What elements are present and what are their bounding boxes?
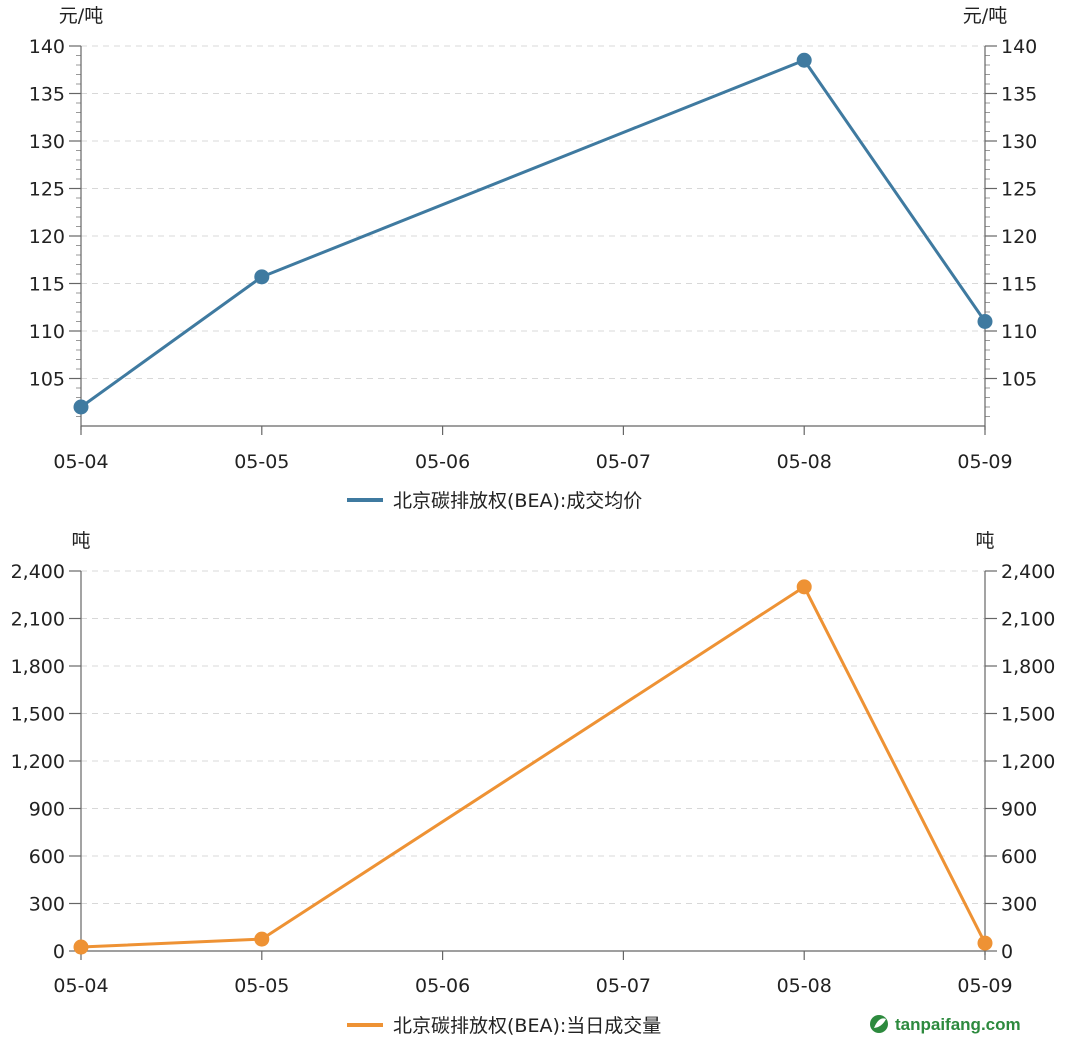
data-point[interactable] — [977, 314, 993, 329]
y-tick-label-right: 2,100 — [1001, 609, 1055, 631]
y-tick-label-right: 0 — [1001, 941, 1013, 963]
y-tick-label-left: 1,200 — [11, 751, 65, 773]
y-tick-label-right: 130 — [1001, 131, 1037, 153]
y-tick-label-left: 120 — [29, 226, 65, 248]
x-tick-label: 05-04 — [53, 451, 108, 473]
legend-label[interactable]: 北京碳排放权(BEA):成交均价 — [393, 490, 642, 512]
x-tick-label: 05-09 — [957, 975, 1012, 997]
data-point[interactable] — [73, 939, 89, 955]
y-tick-label-left: 900 — [29, 799, 65, 821]
y-tick-label-right: 2,400 — [1001, 561, 1055, 583]
price-chart: 105 105 110 110 115 115 120 120 125 125 130 130 135 1… — [29, 5, 1038, 512]
y-tick-label-left: 2,100 — [11, 609, 65, 631]
x-tick-label: 05-08 — [777, 451, 832, 473]
leaf-logo-mark — [874, 1018, 886, 1028]
y-tick-label-left: 105 — [29, 369, 65, 391]
volume-chart: 0 0 300 300 600 600 900 900 1,200 1,200 1,500 1,500… — [11, 530, 1056, 1037]
y-unit-label-left: 吨 — [71, 530, 90, 552]
y-tick-label-right: 1,200 — [1001, 751, 1055, 773]
x-tick-label: 05-08 — [777, 975, 832, 997]
y-tick-label-left: 0 — [53, 941, 65, 963]
y-tick-label-right: 105 — [1001, 369, 1037, 391]
y-tick-label-left: 1,500 — [11, 704, 65, 726]
y-tick-label-left: 110 — [29, 321, 65, 343]
y-tick-label-left: 600 — [29, 846, 65, 868]
y-tick-label-right: 135 — [1001, 84, 1037, 106]
watermark-text: tanpaifang.com — [895, 1015, 1021, 1034]
y-tick-label-right: 140 — [1001, 36, 1037, 58]
y-tick-label-right: 600 — [1001, 846, 1037, 868]
y-tick-label-right: 1,800 — [1001, 656, 1055, 678]
x-tick-label: 05-07 — [596, 451, 651, 473]
y-tick-label-right: 1,500 — [1001, 704, 1055, 726]
data-point[interactable] — [977, 935, 993, 951]
watermark: tanpaifang.com — [870, 1015, 1021, 1034]
x-tick-label: 05-06 — [415, 975, 470, 997]
data-point[interactable] — [254, 269, 270, 285]
y-unit-label-left: 元/吨 — [59, 5, 103, 27]
y-tick-label-left: 125 — [29, 179, 65, 201]
y-tick-label-left: 115 — [29, 274, 65, 296]
data-point[interactable] — [254, 931, 270, 947]
series-line — [80, 58, 987, 409]
y-tick-label-right: 120 — [1001, 226, 1037, 248]
data-point[interactable] — [73, 399, 89, 415]
data-point[interactable] — [796, 579, 812, 595]
data-point[interactable] — [796, 52, 812, 68]
y-tick-label-left: 300 — [29, 894, 65, 916]
y-tick-label-left: 130 — [29, 131, 65, 153]
y-tick-label-right: 300 — [1001, 894, 1037, 916]
y-unit-label-right: 元/吨 — [963, 5, 1007, 27]
y-tick-label-right: 110 — [1001, 321, 1037, 343]
legend-label[interactable]: 北京碳排放权(BEA):当日成交量 — [393, 1015, 661, 1037]
y-tick-label-left: 135 — [29, 84, 65, 106]
y-tick-label-left: 140 — [29, 36, 65, 58]
x-tick-label: 05-06 — [415, 451, 470, 473]
x-tick-label: 05-05 — [234, 975, 289, 997]
y-tick-label-right: 900 — [1001, 799, 1037, 821]
x-tick-label: 05-05 — [234, 451, 289, 473]
x-tick-label: 05-09 — [957, 451, 1012, 473]
y-tick-label-left: 1,800 — [11, 656, 65, 678]
y-unit-label-right: 吨 — [975, 530, 994, 552]
x-tick-label: 05-07 — [596, 975, 651, 997]
y-tick-label-right: 115 — [1001, 274, 1037, 296]
x-tick-label: 05-04 — [53, 975, 108, 997]
y-tick-label-right: 125 — [1001, 179, 1037, 201]
series-line — [80, 585, 987, 949]
y-tick-label-left: 2,400 — [11, 561, 65, 583]
